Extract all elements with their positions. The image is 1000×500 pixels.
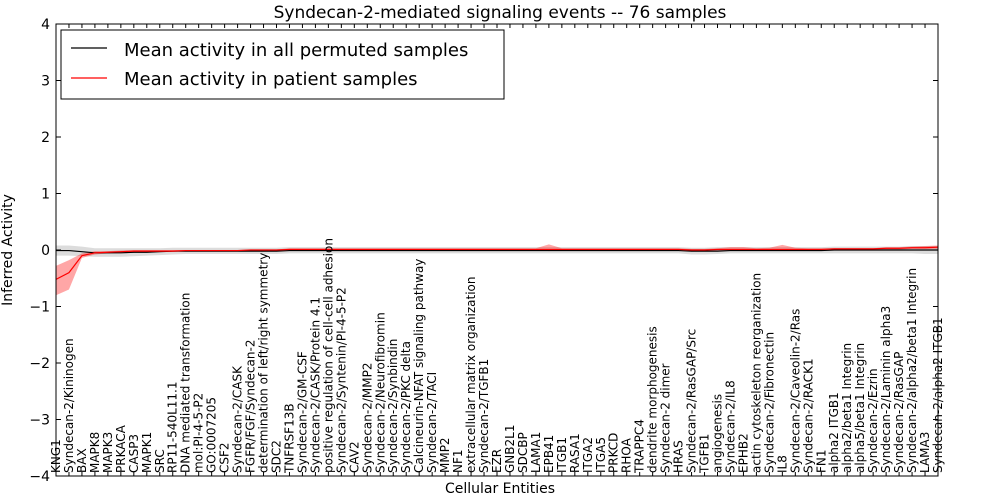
x-tick-label: RHOA — [620, 437, 634, 473]
x-tick-label: Syndecan-2/alpha2 ITGB1 — [931, 317, 945, 473]
x-tick-label: angiogenesis — [711, 394, 725, 473]
x-tick-label: KNG1 — [49, 439, 63, 473]
x-tick-label: alpha5/beta1 Integrin — [853, 343, 867, 473]
x-tick-label: BAX — [75, 448, 89, 473]
x-tick-label: FN1 — [814, 449, 828, 473]
x-tick-label: extracellular matrix organization — [464, 277, 478, 474]
x-tick-label: mol:PI-4-5-P2 — [192, 393, 206, 473]
x-tick-label: EZR — [490, 449, 504, 473]
x-tick-label: Syndecan-2/RasGAP — [892, 352, 906, 473]
x-tick-label: ITGA5 — [594, 437, 608, 473]
x-tick-label: CAV2 — [347, 441, 361, 473]
x-tick-label: Syndecan-2 dimer — [659, 363, 673, 473]
x-tick-label: TNFRSF13B — [282, 403, 296, 474]
x-tick-label: MAPK1 — [140, 432, 154, 473]
x-tick-label: Syndecan-2/Synbindin — [386, 339, 400, 473]
x-tick-label: determination of left/right symmetry — [257, 253, 271, 473]
x-tick-label: Syndecan-2/PKC delta — [399, 341, 413, 473]
x-tick-label: Syndecan-2/Kininogen — [62, 338, 76, 473]
legend-label-patient: Mean activity in patient samples — [124, 69, 418, 90]
x-tick-label: alpha2 ITGB1 — [827, 392, 841, 473]
y-tick-label: 3 — [41, 74, 50, 90]
x-axis-label: Cellular Entities — [445, 481, 555, 497]
y-tick-label: 2 — [41, 130, 50, 146]
x-tick-label: Calcineurin-NFAT signaling pathway — [412, 259, 426, 473]
y-tick-label: −3 — [29, 413, 50, 429]
x-tick-label: SDC2 — [270, 440, 284, 473]
x-tick-label: Syndecan-2/Caveolin-2/Ras — [788, 309, 802, 473]
x-tick-label: PRKCD — [607, 433, 621, 473]
x-tick-label: Syndecan-2/CASK/Protein 4.1 — [308, 297, 322, 473]
x-tick-label: DNA mediated transformation — [179, 293, 193, 473]
x-tick-label: LAMA3 — [918, 432, 932, 473]
x-tick-label: RASA1 — [568, 433, 582, 473]
x-tick-label: MAPK3 — [101, 432, 115, 473]
x-tick-label: Syndecan-2/CASK — [231, 365, 245, 473]
x-tick-label: Syndecan-2/RasGAP/Src — [685, 329, 699, 473]
x-tick-label: EPHB2 — [736, 433, 750, 473]
x-tick-label: Syndecan-2/Neurofibromin — [373, 312, 387, 473]
y-tick-label: −1 — [29, 300, 50, 316]
y-axis: −4 −3 −2 −1 0 1 2 3 4 — [29, 17, 938, 485]
x-tick-label: Syndecan-2/Ezrin — [866, 368, 880, 473]
x-tick-label: actin cytoskeleton reorganization — [749, 273, 763, 473]
x-tick-label: HRAS — [672, 440, 686, 473]
x-tick-label: SRC — [153, 449, 167, 473]
plot-area — [55, 244, 939, 296]
y-tick-label: 1 — [41, 187, 50, 203]
x-tick-label: GNB2L1 — [503, 425, 517, 473]
x-tick-label: EPB41 — [542, 435, 556, 473]
x-tick-label: MAPK8 — [88, 432, 102, 473]
y-tick-label: −2 — [29, 356, 50, 372]
legend: Mean activity in all permuted samples Me… — [60, 29, 505, 100]
x-tick-label: ITGB1 — [555, 437, 569, 473]
legend-label-permuted: Mean activity in all permuted samples — [124, 40, 468, 61]
x-tick-label: CASP3 — [127, 434, 141, 473]
x-tick-label: Syndecan-2/GM-CSF — [295, 351, 309, 473]
x-tick-label: Syndecan-2/IL8 — [723, 380, 737, 473]
x-tick-label: LAMA1 — [529, 432, 543, 473]
x-tick-label: FGFR/FGF/Syndecan-2 — [244, 340, 258, 473]
y-tick-label: 0 — [41, 243, 50, 259]
x-tick-label: RP11-540L11.1 — [166, 382, 180, 473]
legend-box — [60, 29, 505, 100]
x-tick-label: NF1 — [451, 449, 465, 473]
x-tick-label: CSF2 — [218, 442, 232, 473]
y-tick-label: 4 — [41, 17, 50, 33]
x-tick-label: Syndecan-2/MMP2 — [360, 363, 374, 473]
x-tick-label: PRKACA — [114, 424, 128, 473]
x-tick-label: MMP2 — [438, 437, 452, 473]
chart-title: Syndecan-2-mediated signaling events -- … — [274, 3, 727, 23]
x-tick-label: TGFB1 — [698, 434, 712, 474]
x-tick-label: Syndecan-2/TACI — [425, 372, 439, 473]
x-tick-label: Syndecan-2/Syntenin/PI-4-5-P2 — [334, 287, 348, 473]
y-axis-label: Inferred Activity — [0, 194, 16, 306]
patient-mean-line — [55, 246, 939, 280]
x-tick-label: GO:0007205 — [205, 397, 219, 473]
x-tick-label: Syndecan-2/Laminin alpha3 — [879, 306, 893, 473]
x-tick-label: Syndecan-2/RACK1 — [801, 358, 815, 473]
y-tick-label: −4 — [29, 469, 50, 485]
x-tick-label: alpha2/beta1 Integrin — [840, 343, 854, 473]
x-tick-label: TRAPPC4 — [633, 419, 647, 474]
x-tick-label: ITGA2 — [581, 437, 595, 473]
x-tick-label: Syndecan-2/TGFB1 — [477, 359, 491, 473]
x-axis: KNG1Syndecan-2/KininogenBAXMAPK8MAPK3PRK… — [49, 24, 945, 476]
x-tick-label: SDCBP — [516, 432, 530, 473]
x-tick-label: Syndecan-2/alpha2/beta1 Integrin — [905, 268, 919, 473]
x-tick-label: Syndecan-2/Fibronectin — [762, 332, 776, 473]
x-tick-label: positive regulation of cell-cell adhesio… — [321, 238, 335, 473]
x-tick-label: IL8 — [775, 455, 789, 473]
x-tick-label: dendrite morphogenesis — [646, 326, 660, 473]
